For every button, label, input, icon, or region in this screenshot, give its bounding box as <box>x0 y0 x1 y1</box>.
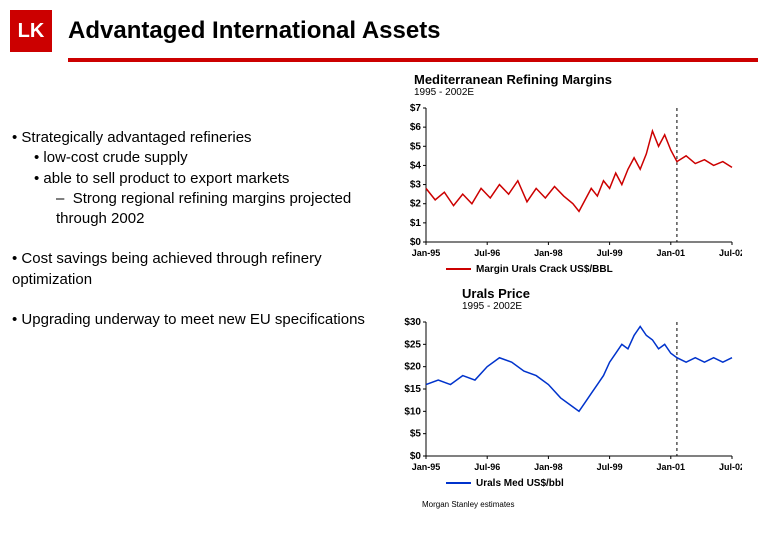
svg-text:$1: $1 <box>410 218 422 229</box>
bullet-4-text: Cost savings being achieved through refi… <box>12 250 322 287</box>
svg-text:$10: $10 <box>404 406 421 417</box>
bullet-5: • Upgrading underway to meet new EU spec… <box>12 310 392 330</box>
logo-text: LK <box>18 20 45 43</box>
svg-text:Jan-98: Jan-98 <box>534 248 563 258</box>
svg-text:Margin Urals Crack US$/BBL: Margin Urals Crack US$/BBL <box>476 264 613 275</box>
bullet-4: • Cost savings being achieved through re… <box>12 249 392 290</box>
svg-text:$7: $7 <box>410 103 422 114</box>
svg-text:Jul-99: Jul-99 <box>597 462 623 472</box>
chart1-title: Mediterranean Refining Margins <box>414 72 752 87</box>
svg-text:$6: $6 <box>410 122 422 133</box>
chart2-title: Urals Price <box>462 286 752 301</box>
content: • Strategically advantaged refineries • … <box>0 62 780 509</box>
bullet-1-text: Strategically advantaged refineries <box>21 129 251 146</box>
svg-text:$5: $5 <box>410 429 422 440</box>
svg-text:Jul-02: Jul-02 <box>719 462 742 472</box>
svg-text:$30: $30 <box>404 317 421 328</box>
svg-text:$2: $2 <box>410 199 422 210</box>
bullet-5-text: Upgrading underway to meet new EU specif… <box>21 311 365 328</box>
svg-text:Jan-95: Jan-95 <box>412 462 441 472</box>
chart1-subtitle: 1995 - 2002E <box>414 87 752 98</box>
bullet-3: – Strong regional refining margins proje… <box>56 189 392 230</box>
svg-text:Jan-98: Jan-98 <box>534 462 563 472</box>
svg-text:Jul-96: Jul-96 <box>474 462 500 472</box>
svg-text:$25: $25 <box>404 339 421 350</box>
svg-text:Urals Med US$/bbl: Urals Med US$/bbl <box>476 478 564 489</box>
svg-text:$0: $0 <box>410 237 422 248</box>
svg-text:Jan-01: Jan-01 <box>657 462 686 472</box>
left-column: • Strategically advantaged refineries • … <box>12 72 392 509</box>
bullet-2a: • low-cost crude supply <box>34 148 392 168</box>
footnote: Morgan Stanley estimates <box>422 500 752 509</box>
svg-text:$20: $20 <box>404 362 421 373</box>
svg-text:$4: $4 <box>410 160 422 171</box>
svg-text:Jul-99: Jul-99 <box>597 248 623 258</box>
logo: LK <box>10 10 52 52</box>
svg-text:$5: $5 <box>410 141 422 152</box>
svg-text:$3: $3 <box>410 180 422 191</box>
header: LK Advantaged International Assets <box>0 0 780 52</box>
bullet-2a-text: low-cost crude supply <box>43 149 187 166</box>
svg-text:Jul-02: Jul-02 <box>719 248 742 258</box>
bullet-3-text: Strong regional refining margins project… <box>56 190 351 227</box>
bullet-2b-text: able to sell product to export markets <box>43 170 289 187</box>
page-title: Advantaged International Assets <box>68 17 441 45</box>
svg-text:Jan-01: Jan-01 <box>657 248 686 258</box>
svg-text:Jan-95: Jan-95 <box>412 248 441 258</box>
svg-text:$15: $15 <box>404 384 421 395</box>
chart1-svg: $0 $1 $2 $3 $4 $5 $6 $7 Jan-95 Jul-96 Jan-98 Jul-99… <box>392 102 742 282</box>
bullet-1: • Strategically advantaged refineries <box>12 128 392 148</box>
chart2-svg: $0 $5 $10 $15 $20 $25 $30 Jan-95 Jul-96 Jan-98 Jul… <box>392 316 742 496</box>
chart2-subtitle: 1995 - 2002E <box>462 301 752 312</box>
svg-text:$0: $0 <box>410 451 422 462</box>
chart1: $0 $1 $2 $3 $4 $5 $6 $7 Jan-95 Jul-96 Jan-98 Jul-99… <box>392 102 752 282</box>
right-column: Mediterranean Refining Margins 1995 - 20… <box>392 72 752 509</box>
svg-text:Jul-96: Jul-96 <box>474 248 500 258</box>
bullet-2b: • able to sell product to export markets <box>34 169 392 189</box>
chart2: $0 $5 $10 $15 $20 $25 $30 Jan-95 Jul-96 Jan-98 Jul… <box>392 316 752 496</box>
bullet-list: • Strategically advantaged refineries • … <box>12 128 392 330</box>
